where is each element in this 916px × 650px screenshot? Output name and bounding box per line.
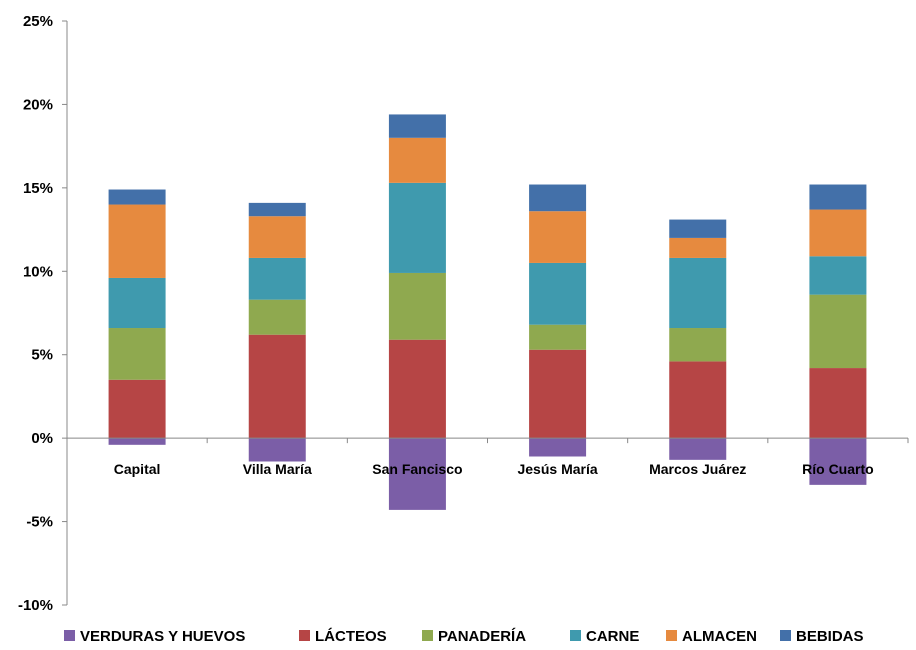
bar-segment (388, 182, 446, 273)
bar-segment (809, 294, 867, 369)
bar-segment (108, 328, 166, 380)
bar-segment (248, 257, 306, 300)
bar-segment (529, 211, 587, 263)
bar-segment (529, 438, 587, 457)
bar-segment (669, 438, 727, 460)
category-label: Marcos Juárez (649, 461, 746, 477)
category-label: Capital (114, 461, 161, 477)
category-label: Villa María (243, 461, 312, 477)
y-tick-label: 25% (23, 13, 53, 30)
legend-label: ALMACEN (682, 628, 757, 645)
bar-segment (388, 438, 446, 510)
bar-segment (108, 277, 166, 329)
bar-segment (248, 202, 306, 217)
bars (108, 114, 867, 510)
legend-label: LÁCTEOS (315, 628, 387, 645)
bar-segment (248, 438, 306, 462)
bar-segment (529, 349, 587, 439)
bar-segment (809, 184, 867, 210)
legend-label: PANADERÍA (438, 628, 526, 645)
bar-segment (248, 299, 306, 335)
bar-segment (669, 361, 727, 439)
bar-segment (809, 438, 867, 485)
bar-segment (108, 379, 166, 439)
bar-segment (809, 209, 867, 257)
legend-swatch (422, 630, 433, 641)
bar-segment (388, 339, 446, 439)
y-tick-label: -10% (18, 597, 53, 614)
legend-swatch (570, 630, 581, 641)
y-tick-label: -5% (26, 514, 53, 531)
category-label: San Fancisco (372, 461, 462, 477)
bar-segment (809, 368, 867, 439)
bar-segment (388, 137, 446, 183)
bar-segment (108, 189, 166, 205)
bar-segment (108, 438, 166, 445)
bar-segment (669, 219, 727, 238)
legend-label: CARNE (586, 628, 639, 645)
y-tick-label: 20% (23, 96, 53, 113)
y-tick-label: 0% (31, 430, 53, 447)
bar-segment (388, 114, 446, 138)
bar-segment (529, 262, 587, 325)
bar-segment (529, 184, 587, 212)
legend-swatch (666, 630, 677, 641)
bar-segment (669, 237, 727, 258)
bar-segment (248, 334, 306, 439)
bar-segment (388, 272, 446, 340)
legend-swatch (64, 630, 75, 641)
bar-segment (108, 204, 166, 278)
legend: VERDURAS Y HUEVOS LÁCTEOS PANADERÍA CARNE AL… (64, 628, 864, 645)
category-label: Jesús María (517, 461, 597, 477)
category-label: Río Cuarto (802, 461, 874, 477)
bar-segment (669, 328, 727, 362)
bar-segment (248, 216, 306, 258)
y-tick-label: 5% (31, 347, 53, 364)
legend-label: BEBIDAS (796, 628, 864, 645)
legend-label: VERDURAS Y HUEVOS (80, 628, 245, 645)
bar-segment (809, 256, 867, 295)
y-tick-label: 10% (23, 263, 53, 280)
bar-segment (669, 257, 727, 329)
y-axis: 25% 20% 15% 10% 5% 0% -5% -10% (18, 13, 68, 614)
bar-segment (529, 324, 587, 350)
x-axis: Capital Villa María San Fancisco Jesús Marí… (66, 437, 909, 477)
legend-swatch (299, 630, 310, 641)
legend-swatch (780, 630, 791, 641)
y-tick-label: 15% (23, 180, 53, 197)
